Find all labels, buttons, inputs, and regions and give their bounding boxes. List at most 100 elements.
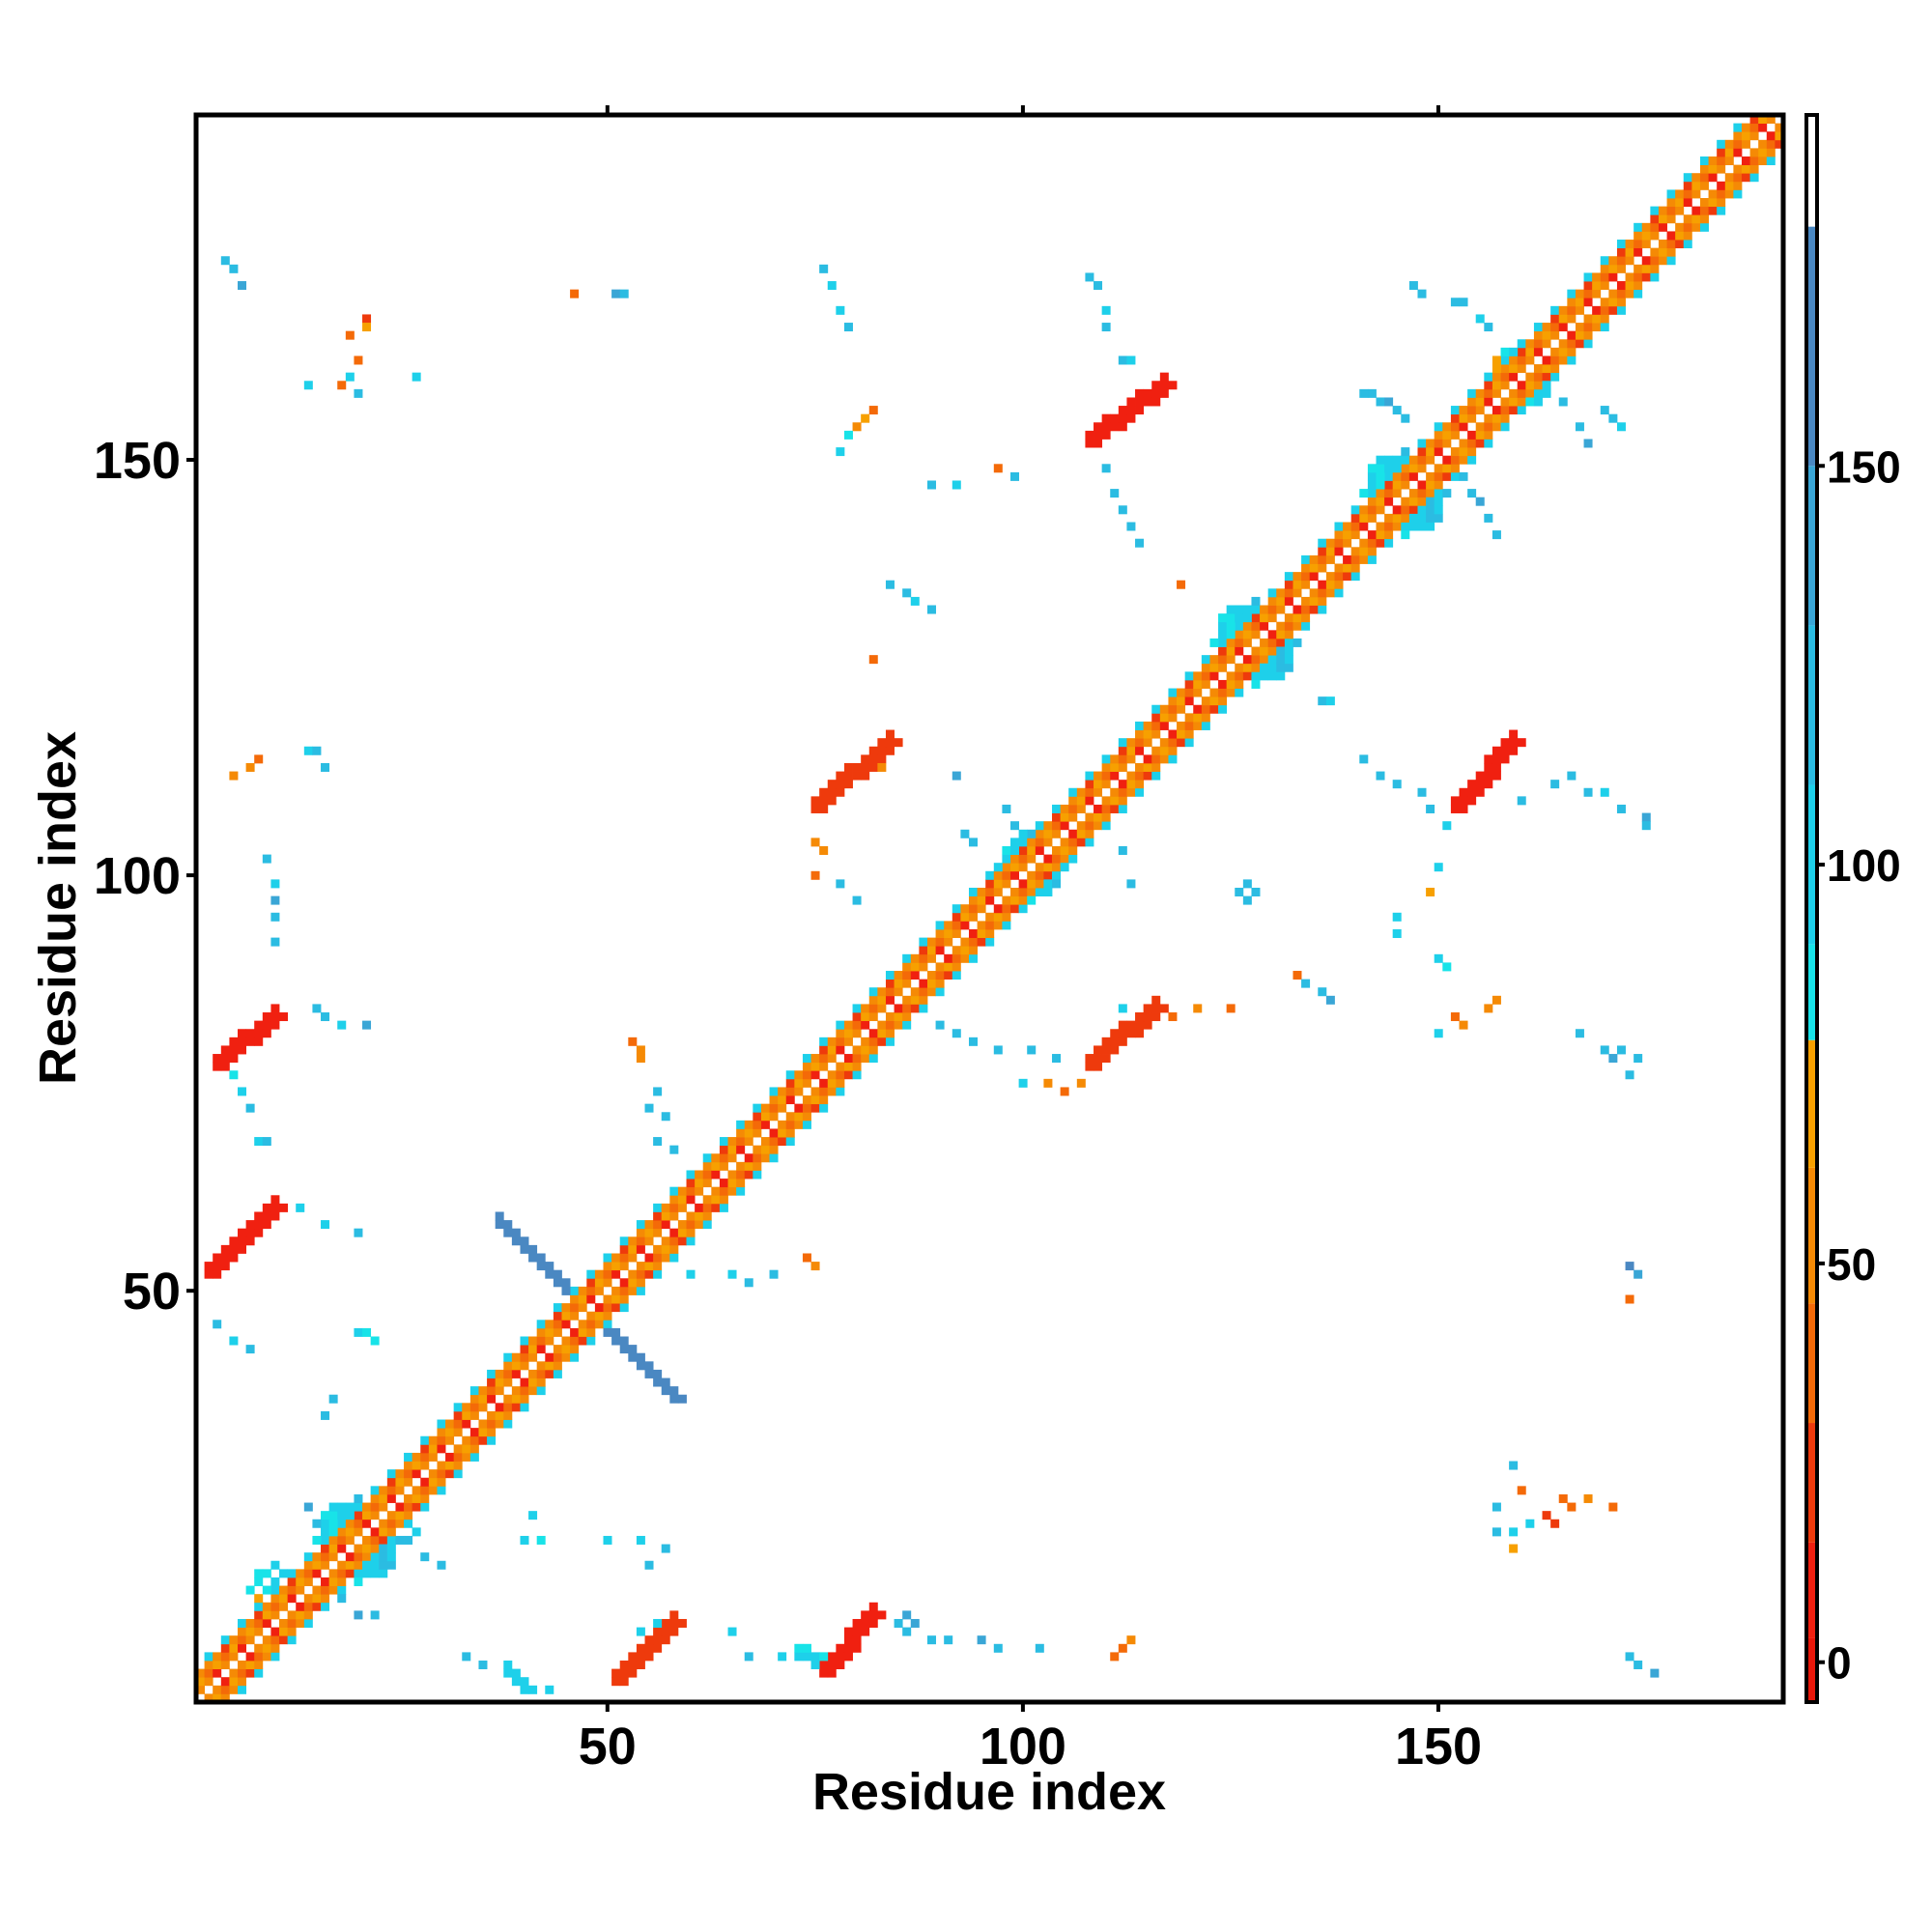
heatmap-cell: [520, 1361, 529, 1371]
heatmap-cell: [1775, 139, 1784, 149]
heatmap-cell: [894, 971, 903, 980]
heatmap-cell: [669, 1211, 679, 1221]
heatmap-cell: [1126, 746, 1136, 755]
heatmap-cell: [386, 1535, 396, 1545]
heatmap-cell: [437, 1560, 446, 1570]
heatmap-cell: [644, 1635, 654, 1645]
heatmap-cell: [868, 406, 878, 415]
heatmap-cell: [1392, 929, 1402, 939]
heatmap-cell: [1384, 513, 1394, 523]
heatmap-cell: [1376, 538, 1385, 548]
heatmap-cell: [1177, 738, 1186, 748]
heatmap-cell: [1260, 671, 1269, 681]
heatmap-cell: [1242, 621, 1252, 631]
heatmap-cell: [1110, 771, 1120, 781]
heatmap-cell: [254, 1569, 264, 1578]
heatmap-cell: [861, 1627, 870, 1636]
heatmap-cell: [868, 1045, 878, 1055]
heatmap-cell: [511, 1668, 521, 1678]
heatmap-cell: [1484, 430, 1493, 440]
heatmap-cell: [852, 1062, 862, 1071]
heatmap-cell: [902, 1004, 912, 1013]
heatmap-cell: [1509, 347, 1519, 356]
heatmap-cell: [594, 1311, 604, 1321]
heatmap-cell: [1151, 762, 1161, 772]
heatmap-cell: [270, 1560, 280, 1570]
heatmap-cell: [1035, 879, 1044, 889]
heatmap-cell: [1542, 372, 1551, 382]
heatmap-cell: [370, 1569, 380, 1578]
heatmap-cell: [354, 1511, 363, 1520]
heatmap-cell: [1691, 189, 1701, 199]
heatmap-cell: [312, 746, 322, 755]
heatmap-cell: [1608, 305, 1618, 315]
heatmap-cell: [487, 1378, 497, 1387]
heatmap-cell: [760, 1103, 770, 1113]
heatmap-cell: [321, 1560, 330, 1570]
heatmap-cell: [1625, 272, 1634, 282]
heatmap-cell: [229, 1236, 239, 1246]
heatmap-cell: [1143, 771, 1152, 781]
heatmap-cell: [769, 1153, 779, 1163]
heatmap-cell: [1159, 713, 1169, 723]
heatmap-cell: [1392, 513, 1402, 523]
heatmap-cell: [894, 1020, 903, 1030]
heatmap-cell: [270, 1643, 280, 1653]
heatmap-cell: [1450, 1012, 1460, 1022]
heatmap-cell: [1641, 812, 1651, 822]
heatmap-cell: [695, 1220, 704, 1230]
colorbar-band: [1806, 1303, 1817, 1424]
heatmap-cell: [1533, 330, 1543, 340]
heatmap-cell: [395, 1511, 405, 1520]
heatmap-cell: [520, 1378, 529, 1387]
heatmap-cell: [603, 1535, 612, 1545]
heatmap-cell: [1500, 355, 1510, 365]
heatmap-cell: [1500, 754, 1510, 764]
heatmap-cell: [603, 1320, 612, 1329]
colorbar-band: [1806, 1167, 1817, 1304]
heatmap-cell: [1583, 298, 1593, 307]
heatmap-cell: [719, 1179, 728, 1188]
heatmap-cell: [1741, 156, 1750, 166]
heatmap-cell: [952, 912, 961, 922]
heatmap-cell: [1235, 887, 1244, 896]
heatmap-cell: [1641, 256, 1651, 266]
heatmap-cell: [1634, 1660, 1643, 1669]
heatmap-cell: [1509, 738, 1519, 748]
heatmap-cell: [778, 1137, 787, 1147]
heatmap-cell: [1459, 796, 1468, 806]
heatmap-cell: [328, 1527, 338, 1537]
heatmap-cell: [337, 1577, 347, 1586]
heatmap-cell: [1758, 115, 1768, 124]
heatmap-cell: [702, 1161, 712, 1171]
heatmap-cell: [312, 1602, 322, 1611]
heatmap-cell: [1110, 754, 1120, 764]
heatmap-cell: [586, 1336, 596, 1346]
heatmap-cell: [644, 1361, 654, 1371]
heatmap-cell: [213, 1685, 222, 1694]
heatmap-cell: [1459, 406, 1468, 415]
heatmap-cell: [794, 1112, 804, 1122]
heatmap-cell: [843, 1652, 853, 1662]
heatmap-cell: [1717, 198, 1726, 208]
heatmap-cell: [1733, 164, 1743, 174]
heatmap-cell: [785, 1087, 795, 1096]
heatmap-cell: [404, 1511, 413, 1520]
heatmap-cell: [1550, 372, 1560, 382]
heatmap-cell: [1151, 771, 1161, 781]
heatmap-cell: [437, 1444, 446, 1454]
heatmap-cell: [1094, 439, 1103, 448]
heatmap-cell: [395, 1477, 405, 1487]
heatmap-cell: [1583, 281, 1593, 291]
heatmap-cell: [1143, 729, 1152, 739]
heatmap-cell: [1018, 863, 1028, 872]
heatmap-cell: [511, 1403, 521, 1412]
heatmap-cell: [926, 987, 936, 997]
heatmap-cell: [1542, 1511, 1551, 1520]
heatmap-cell: [528, 1352, 538, 1362]
heatmap-cell: [204, 1668, 213, 1678]
heatmap-cell: [1509, 397, 1519, 407]
heatmap-cell: [1558, 347, 1568, 356]
heatmap-cell: [719, 1195, 728, 1205]
heatmap-cell: [561, 1352, 571, 1362]
